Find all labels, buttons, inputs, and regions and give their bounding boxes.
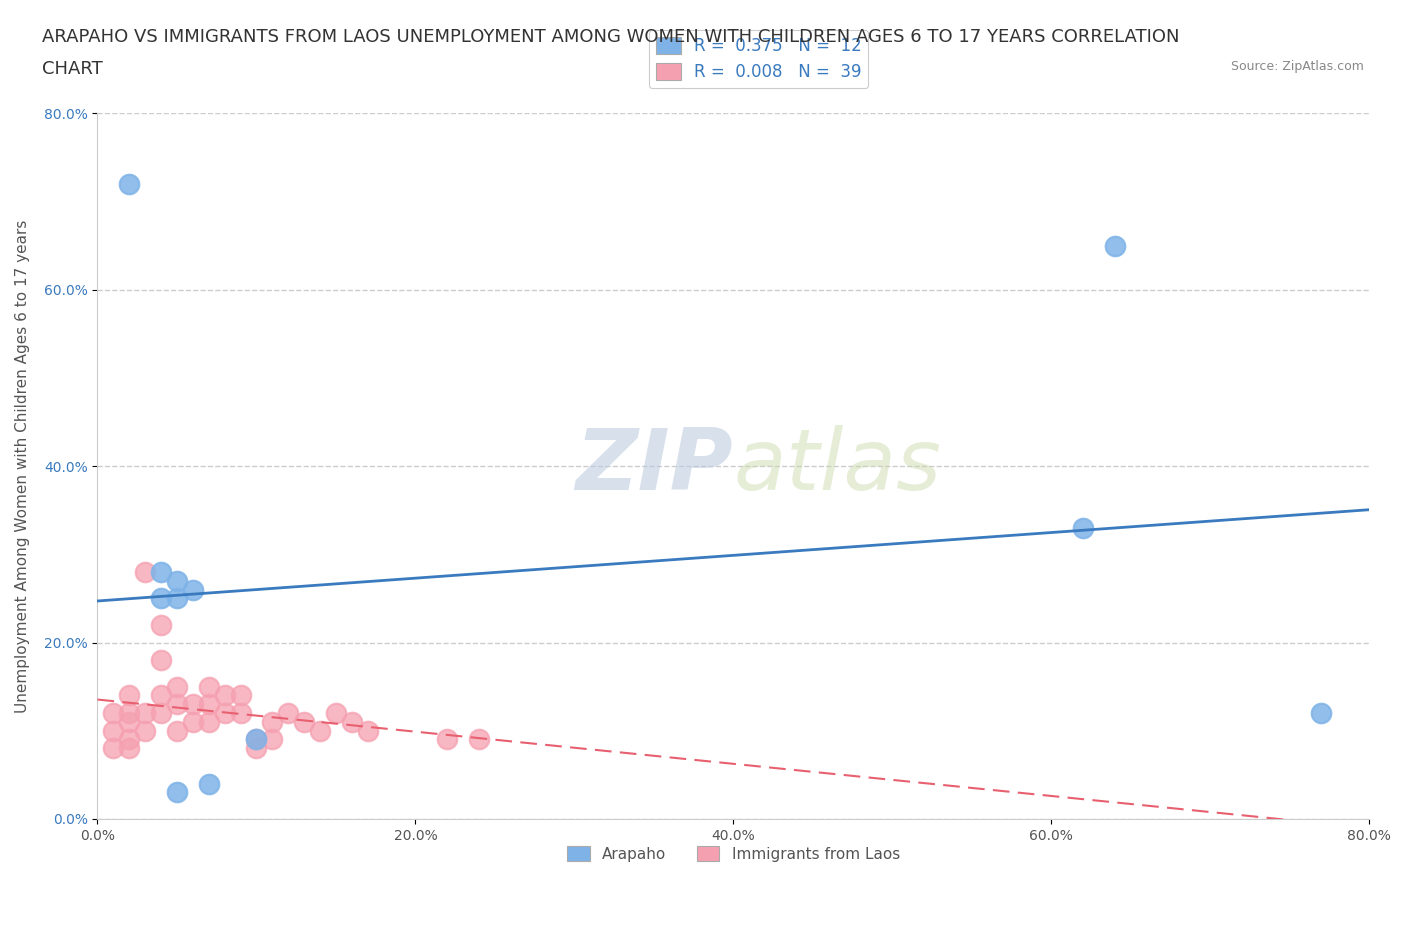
Y-axis label: Unemployment Among Women with Children Ages 6 to 17 years: Unemployment Among Women with Children A… (15, 219, 30, 713)
Point (181, 714, 204, 729)
Point (150, 688, 173, 703)
Point (103, 724, 125, 738)
Point (150, 565, 173, 579)
Point (325, 706, 347, 721)
Point (357, 724, 380, 738)
Point (150, 618, 173, 632)
Legend: Arapaho, Immigrants from Laos: Arapaho, Immigrants from Laos (561, 840, 905, 868)
Point (181, 697, 204, 711)
Point (166, 591, 188, 605)
Point (150, 706, 173, 721)
Point (309, 724, 332, 738)
Point (197, 679, 219, 694)
Point (1071, 521, 1094, 536)
Point (166, 724, 188, 738)
Point (292, 714, 315, 729)
Point (262, 714, 284, 729)
Point (197, 777, 219, 791)
Point (468, 732, 491, 747)
Point (134, 706, 156, 721)
Point (118, 714, 141, 729)
Point (214, 688, 236, 703)
Point (150, 653, 173, 668)
Point (103, 741, 125, 756)
Point (245, 732, 267, 747)
Point (103, 706, 125, 721)
Point (118, 741, 141, 756)
Point (181, 582, 204, 597)
Text: ZIP: ZIP (575, 425, 734, 508)
Point (150, 591, 173, 605)
Text: ARAPAHO VS IMMIGRANTS FROM LAOS UNEMPLOYMENT AMONG WOMEN WITH CHILDREN AGES 6 TO: ARAPAHO VS IMMIGRANTS FROM LAOS UNEMPLOY… (42, 28, 1180, 46)
Point (229, 706, 252, 721)
Point (245, 741, 267, 756)
Point (118, 688, 141, 703)
Point (277, 706, 299, 721)
Point (340, 714, 363, 729)
Point (214, 706, 236, 721)
Point (229, 688, 252, 703)
Point (1104, 238, 1126, 253)
Point (197, 714, 219, 729)
Point (118, 706, 141, 721)
Text: Source: ZipAtlas.com: Source: ZipAtlas.com (1230, 60, 1364, 73)
Point (118, 732, 141, 747)
Point (134, 724, 156, 738)
Text: CHART: CHART (42, 60, 103, 78)
Point (262, 732, 284, 747)
Point (197, 697, 219, 711)
Point (1310, 706, 1333, 721)
Point (166, 697, 188, 711)
Point (436, 732, 458, 747)
Point (166, 574, 188, 589)
Text: atlas: atlas (734, 425, 941, 508)
Point (166, 785, 188, 800)
Point (166, 679, 188, 694)
Point (134, 565, 156, 579)
Point (245, 732, 267, 747)
Point (118, 177, 141, 192)
